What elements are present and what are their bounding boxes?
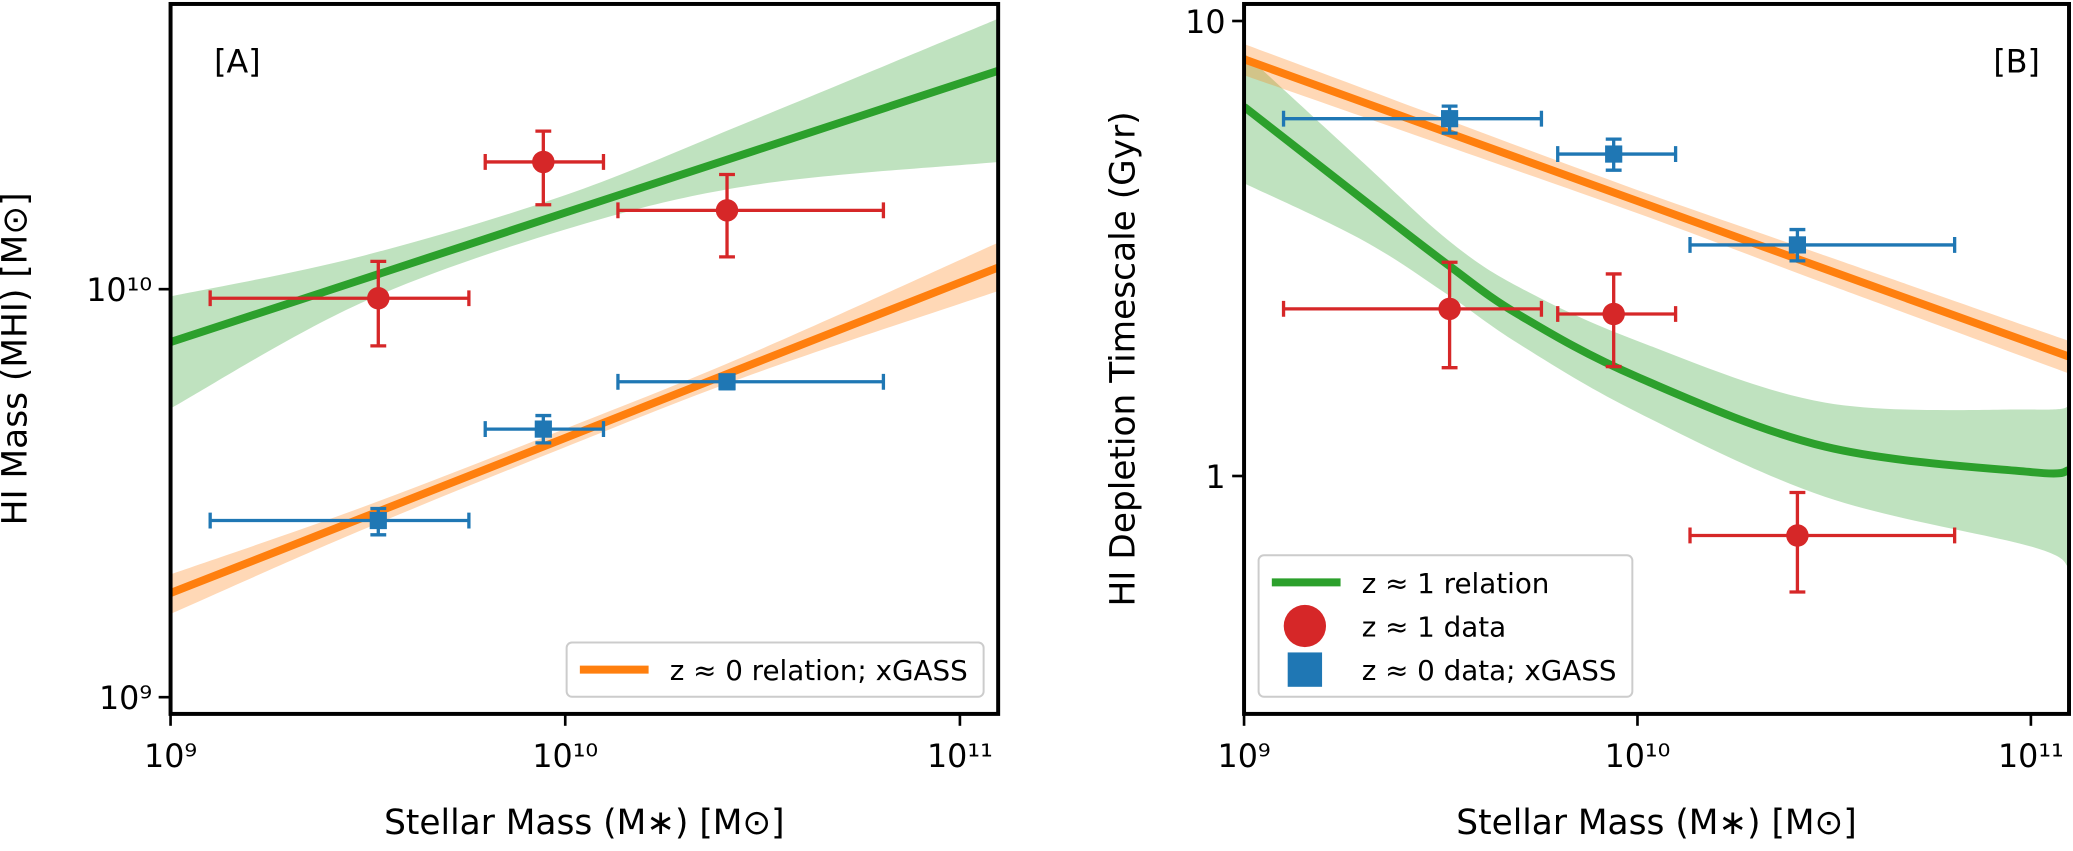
relation-line	[170, 66, 999, 346]
legend: z ≈ 1 relation z ≈ 1 data z ≈ 0 data; xGAS…	[1257, 554, 1634, 698]
confidence-band	[1244, 53, 2070, 568]
x-tick-label: 10¹⁰	[1605, 739, 1671, 775]
x-error-bar	[616, 202, 886, 219]
legend-box	[565, 641, 985, 698]
panel-label: [A]	[214, 45, 260, 81]
data-point	[1438, 297, 1461, 321]
relation-line	[170, 263, 999, 597]
x-tick-label: 10¹¹	[927, 739, 993, 775]
x-error-bar	[1281, 300, 1544, 317]
y-tick-label: 10¹⁰	[86, 273, 152, 309]
x-axis-label: Stellar Mass (M∗) [M⊙]	[384, 803, 784, 843]
plot-area	[1244, 44, 2070, 568]
y-tick-label: 1	[1205, 460, 1225, 496]
legend-swatch	[1283, 604, 1327, 648]
legend-label: z ≈ 1 relation	[1362, 567, 1550, 600]
data-point	[1605, 145, 1623, 163]
data-point	[1786, 524, 1809, 547]
data-point	[367, 287, 390, 310]
x-axis-label: Stellar Mass (M∗) [M⊙]	[1456, 803, 1856, 843]
x-tick-label: 10⁹	[1218, 739, 1271, 775]
data-point	[369, 511, 387, 530]
data-point	[532, 150, 555, 174]
legend-label: z ≈ 1 data	[1362, 611, 1506, 644]
legend: z ≈ 0 relation; xGASS	[565, 641, 985, 698]
data-point	[1441, 110, 1459, 128]
legend-label: z ≈ 0 relation; xGASS	[670, 654, 968, 687]
relation-line	[1244, 55, 2070, 361]
data-point	[534, 420, 552, 438]
data-point	[715, 199, 739, 222]
relation-line	[1244, 103, 2070, 478]
panel-label: [B]	[1993, 45, 2040, 81]
axes-frame	[1242, 1, 2071, 716]
x-error-bar	[1688, 236, 1957, 253]
y-axis-label: HI Mass (MHI) [M⊙]	[0, 192, 35, 525]
x-tick-label: 10⁹	[144, 739, 197, 775]
x-error-bar	[616, 373, 886, 390]
x-error-bar	[208, 512, 471, 529]
legend-swatch	[1287, 652, 1323, 687]
x-tick-label: 10¹¹	[1998, 739, 2064, 775]
x-tick-label: 10¹⁰	[532, 739, 598, 775]
legend-label: z ≈ 0 data; xGASS	[1362, 654, 1617, 687]
axes-frame	[168, 1, 1001, 716]
y-tick-label: 10	[1185, 5, 1225, 41]
x-error-bar	[1688, 527, 1957, 544]
data-point	[1602, 302, 1625, 326]
y-axis-label: HI Depletion Timescale (Gyr)	[1103, 111, 1143, 606]
x-error-bar	[1281, 110, 1544, 127]
y-tick-label: 10⁹	[99, 681, 152, 717]
legend-box	[1257, 554, 1634, 698]
plot-area	[170, 18, 999, 614]
confidence-band	[170, 18, 999, 409]
x-error-bar	[208, 290, 471, 307]
data-point	[1788, 236, 1807, 254]
data-point	[718, 373, 736, 391]
